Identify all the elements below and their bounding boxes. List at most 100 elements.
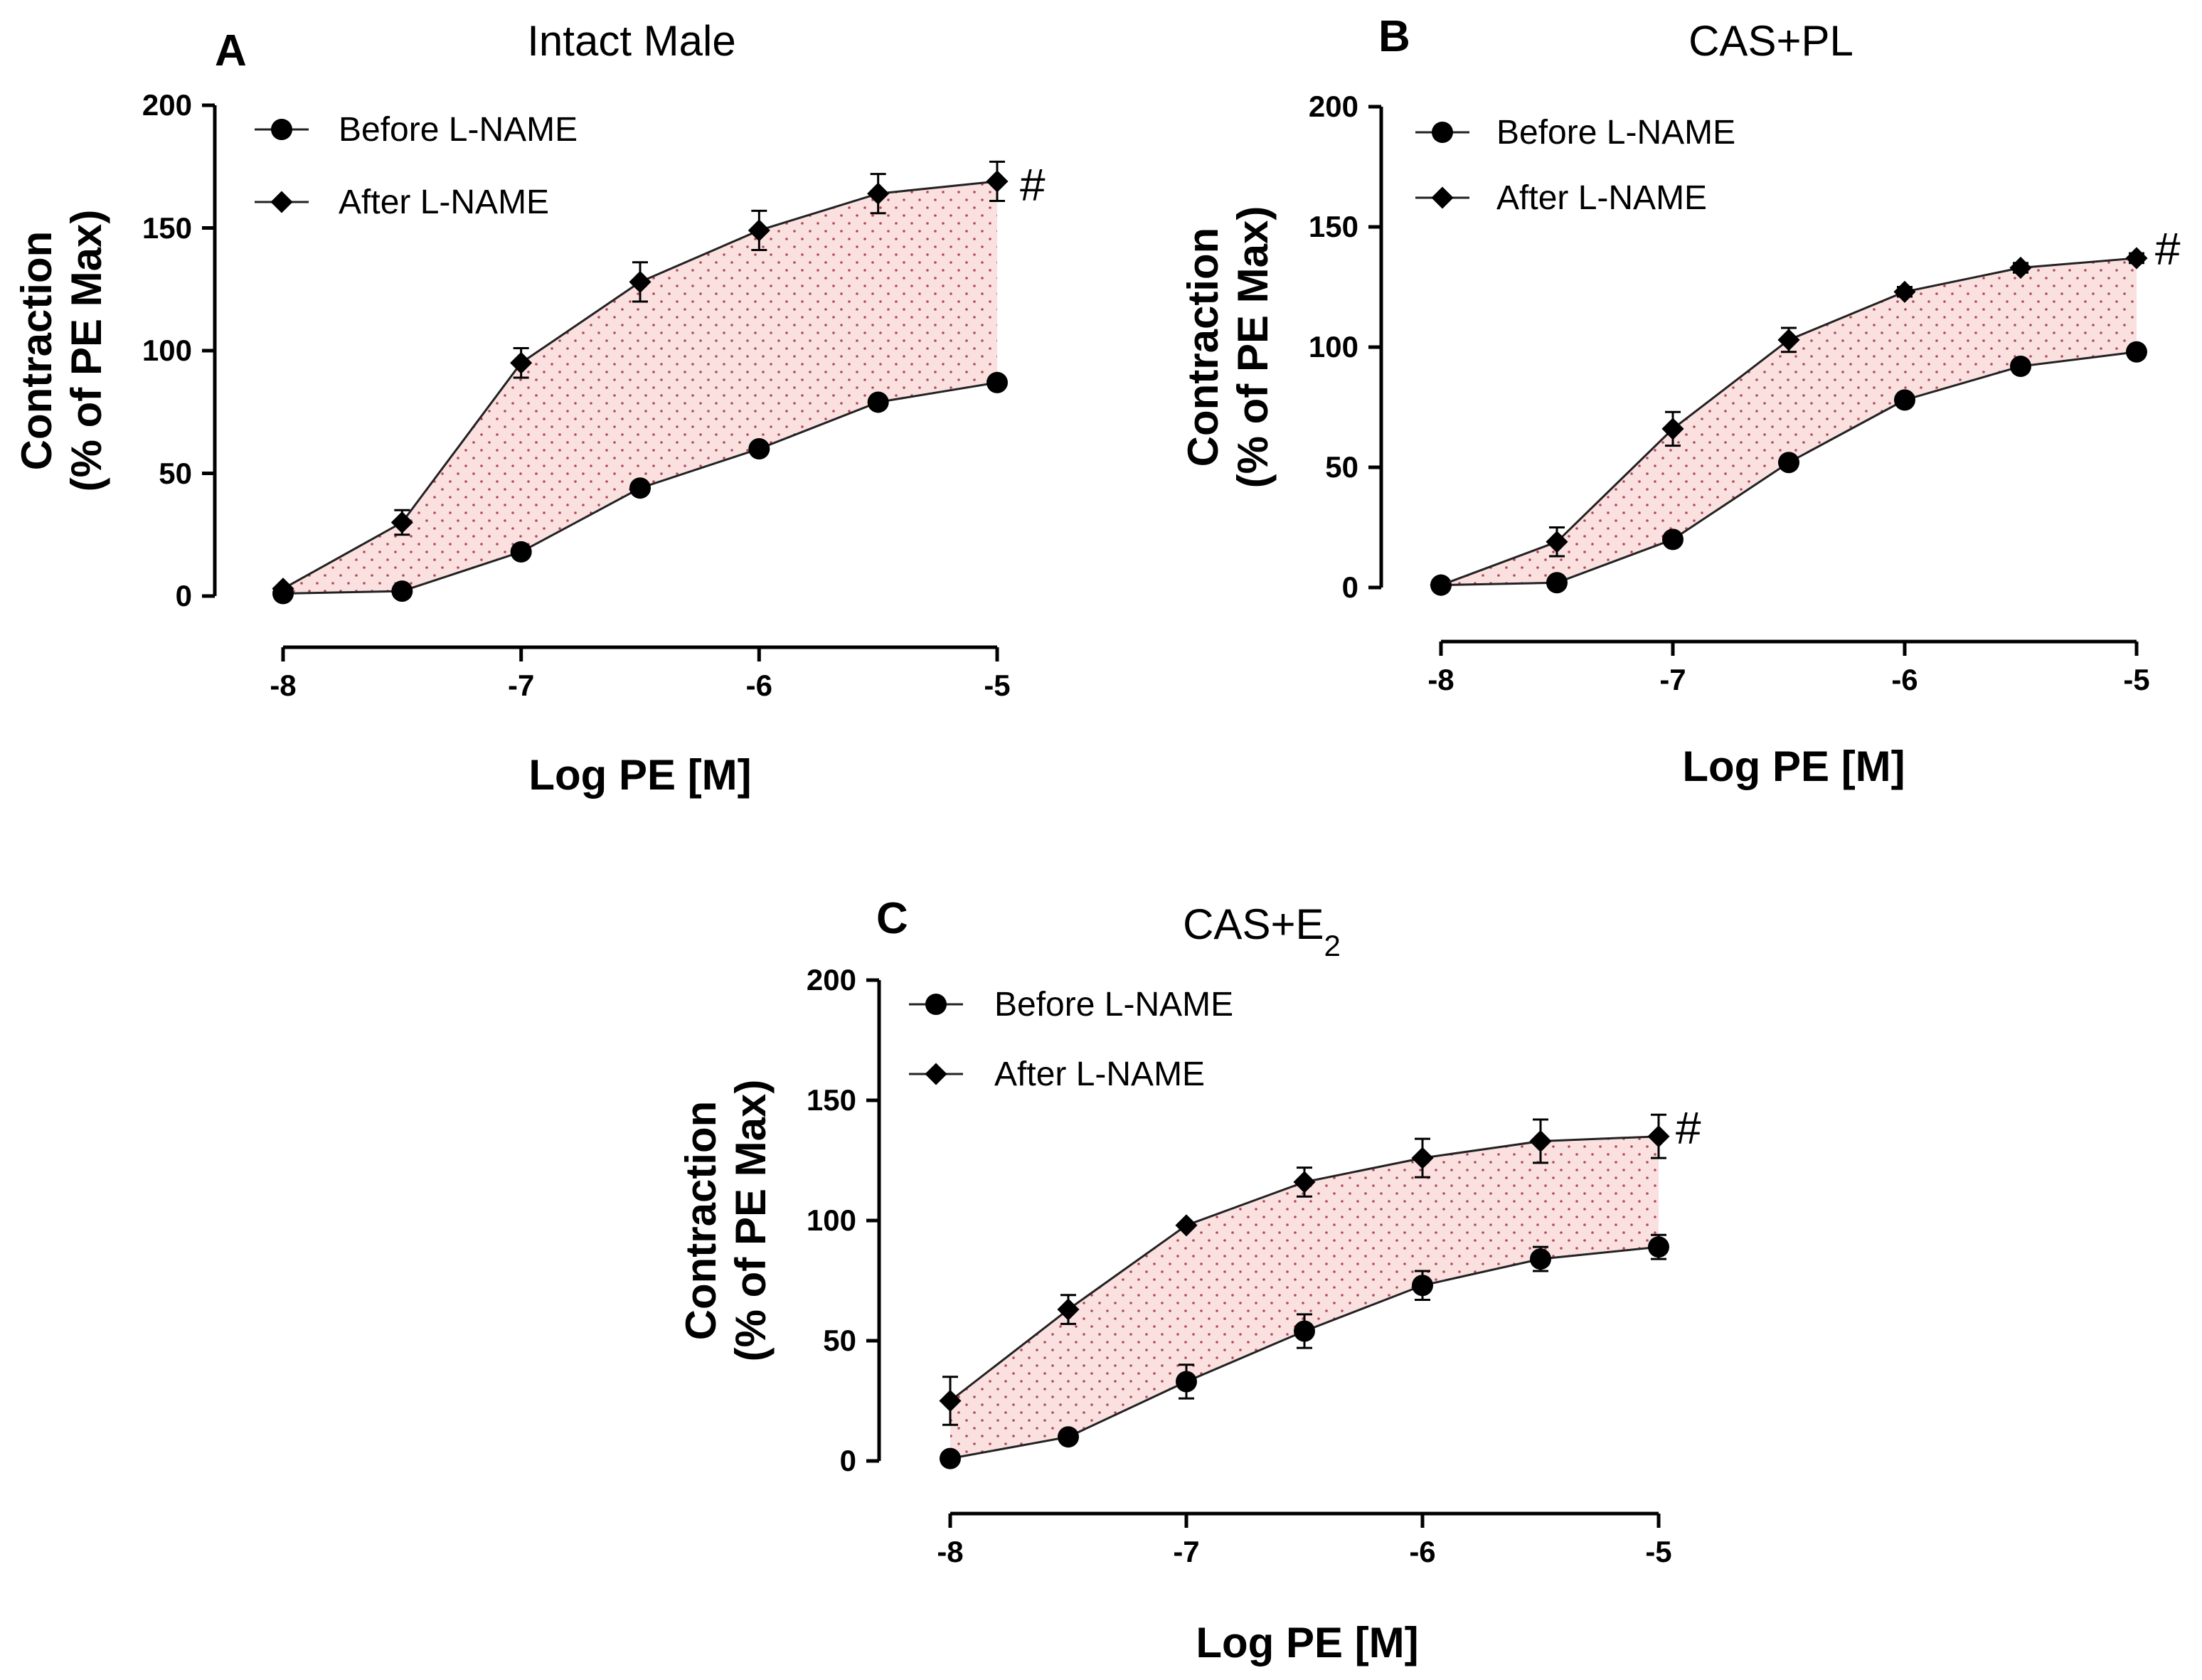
y-tick-label: 50 <box>159 457 192 490</box>
legend: Before L-NAME After L-NAME <box>255 111 578 221</box>
y-tick-label: 50 <box>823 1324 856 1357</box>
x-tick-label: -5 <box>1645 1535 1671 1568</box>
chart-title-subscript: 2 <box>1324 929 1341 962</box>
x-ticks: -8 -7 -6 -5 <box>1427 642 2150 696</box>
x-tick: -8 <box>270 647 297 702</box>
significance-marker: # <box>1676 1102 1701 1154</box>
x-tick: -7 <box>508 647 534 702</box>
data-point-circle <box>510 541 532 563</box>
data-point-circle <box>867 391 889 413</box>
data-point-diamond <box>1661 418 1684 440</box>
x-tick-label: -8 <box>270 669 296 702</box>
panel-letter: C <box>876 894 908 943</box>
y-ticks: 0 50 100 150 200 <box>1309 90 1381 604</box>
y-tick-label: 50 <box>1325 450 1358 484</box>
y-tick: 100 <box>1309 330 1381 363</box>
y-tick: 150 <box>1309 210 1381 243</box>
x-tick: -6 <box>1891 642 1918 696</box>
y-tick: 50 <box>159 457 215 490</box>
data-point-diamond <box>1293 1171 1316 1193</box>
data-point-circle <box>1648 1236 1669 1258</box>
y-tick: 200 <box>142 88 215 122</box>
y-tick: 100 <box>807 1203 879 1237</box>
data-point-circle <box>1894 389 1915 411</box>
panel-c: C CAS+E2 0 50 100 150 200 -8 -7 -6 -5 Lo… <box>677 894 1701 1666</box>
series-after <box>939 1113 1670 1426</box>
data-point-circle <box>1176 1371 1197 1393</box>
data-point-circle <box>1530 1248 1551 1270</box>
y-tick-label: 0 <box>840 1444 856 1477</box>
x-tick-label: -6 <box>746 669 772 702</box>
legend-marker-diamond <box>270 191 293 213</box>
data-point-diamond <box>1411 1147 1434 1169</box>
data-point-circle <box>391 580 413 602</box>
x-tick: -5 <box>1645 1514 1672 1568</box>
y-tick-label: 150 <box>142 211 192 245</box>
y-tick-label: 200 <box>807 963 856 996</box>
y-tick: 0 <box>1342 570 1381 604</box>
legend-label: After L-NAME <box>994 1056 1205 1093</box>
area-between <box>950 1136 1659 1459</box>
y-axis-label-line2: (% of PE Max) <box>727 1080 775 1362</box>
data-point-diamond <box>2125 247 2148 270</box>
legend-entry-after: After L-NAME <box>1415 179 1707 217</box>
x-tick: -7 <box>1659 642 1686 696</box>
x-tick: -8 <box>937 1514 964 1568</box>
y-axis-label: Contraction (% of PE Max) <box>677 1080 775 1362</box>
chart-title-main: CAS+E <box>1183 900 1324 948</box>
y-tick-label: 200 <box>142 88 192 122</box>
legend-entry-before: Before L-NAME <box>255 111 578 149</box>
y-tick-label: 100 <box>1309 330 1358 363</box>
data-point-circle <box>1412 1275 1433 1297</box>
chart-title: Intact Male <box>527 17 735 65</box>
y-tick: 50 <box>823 1324 879 1357</box>
x-tick-label: -8 <box>937 1535 963 1568</box>
x-axis-label: Log PE [M] <box>528 751 751 799</box>
y-ticks: 0 50 100 150 200 <box>807 963 879 1477</box>
legend-entry-after: After L-NAME <box>255 184 549 221</box>
y-tick: 100 <box>142 334 215 367</box>
x-tick-label: -7 <box>1659 663 1686 696</box>
y-tick-label: 100 <box>807 1203 856 1237</box>
x-ticks: -8 -7 -6 -5 <box>270 647 1011 702</box>
panel-letter: A <box>215 26 247 75</box>
legend-entry-before: Before L-NAME <box>909 986 1233 1024</box>
legend-label: Before L-NAME <box>339 111 578 149</box>
legend-label: Before L-NAME <box>1496 114 1735 151</box>
data-point-circle <box>1778 452 1799 474</box>
significance-marker: # <box>2155 223 2181 275</box>
x-axis-label: Log PE [M] <box>1682 743 1905 790</box>
data-point-diamond <box>1175 1214 1198 1237</box>
y-tick: 150 <box>807 1083 879 1117</box>
data-point-diamond <box>1057 1298 1080 1321</box>
y-axis-label: Contraction (% of PE Max) <box>1179 206 1277 489</box>
legend-marker-circle <box>925 994 947 1015</box>
panel-a: A Intact Male 0 50 100 150 200 -8 -7 -6 … <box>13 17 1046 799</box>
x-tick-label: -6 <box>1409 1535 1435 1568</box>
data-point-diamond <box>2009 256 2032 280</box>
x-axis-label: Log PE [M] <box>1196 1619 1418 1666</box>
y-axis-label-line1: Contraction <box>13 231 60 471</box>
data-point-diamond <box>939 1389 962 1413</box>
x-tick: -5 <box>2123 642 2150 696</box>
y-tick-label: 100 <box>142 334 192 367</box>
chart-title: CAS+E2 <box>1183 900 1341 962</box>
x-tick-label: -7 <box>1173 1535 1199 1568</box>
legend-entry-before: Before L-NAME <box>1415 114 1735 151</box>
data-point-circle <box>940 1447 961 1469</box>
data-point-diamond <box>1893 280 1916 303</box>
x-tick-label: -6 <box>1891 663 1918 696</box>
series-after <box>1430 247 2148 597</box>
legend-label: Before L-NAME <box>994 986 1233 1024</box>
legend: Before L-NAME After L-NAME <box>1415 114 1735 217</box>
data-point-diamond <box>272 578 294 600</box>
data-point-circle <box>2010 356 2031 378</box>
data-point-diamond <box>1647 1125 1670 1148</box>
x-tick-label: -5 <box>2123 663 2149 696</box>
y-tick: 200 <box>807 963 879 996</box>
data-point-circle <box>629 477 651 499</box>
y-tick: 50 <box>1325 450 1381 484</box>
y-tick-label: 150 <box>1309 210 1358 243</box>
x-tick: -5 <box>984 647 1011 702</box>
area-between <box>1441 257 2137 585</box>
